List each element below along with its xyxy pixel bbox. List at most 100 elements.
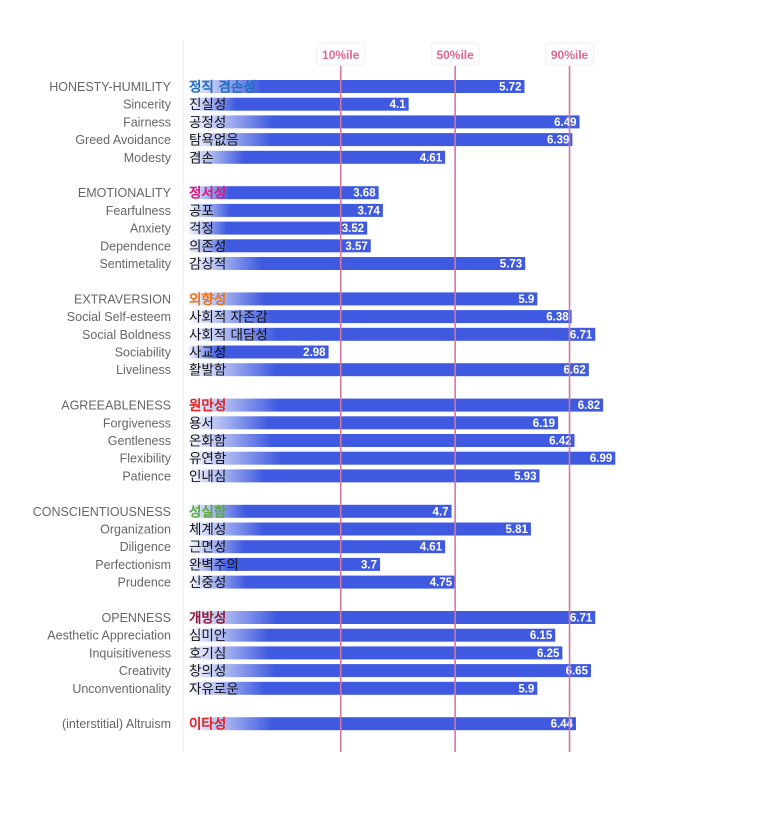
group-0-facet-1-bar <box>187 115 580 129</box>
group-2-facet-0-bar <box>187 310 572 324</box>
group-3-facet-1-bar <box>187 434 575 447</box>
group-2-facet-2-bar <box>187 345 329 359</box>
row-labels: HONESTY-HUMILITY 정직 겸손성 Sincerity 진실성 Fairne… <box>33 79 268 733</box>
group-5-facet-3-english-label: Unconventionality <box>72 682 171 696</box>
group-5-korean-label: 개방성 <box>189 610 226 627</box>
group-0-facet-1-korean-label: 공정성 <box>189 115 226 131</box>
group-1-facet-2-value-label: 3.57 <box>345 241 367 253</box>
group-2-facet-3-korean-label: 활발함 <box>189 363 226 379</box>
group-3-facet-2-korean-label: 유연함 <box>189 451 226 467</box>
group-1-facet-3-korean-label: 감상적 <box>189 257 226 273</box>
group-1-facet-0-korean-label: 공포 <box>189 203 214 219</box>
group-4-facet-1-english-label: Diligence <box>120 540 171 554</box>
group-2-facet-2-english-label: Sociability <box>115 346 172 360</box>
group-3-facet-1-english-label: Gentleness <box>108 434 171 448</box>
group-6-bar <box>187 717 576 731</box>
group-1-facet-3-value-label: 5.73 <box>500 259 522 271</box>
group-6-korean-label: 이타성 <box>189 716 226 733</box>
group-5-facet-0-value-label: 6.15 <box>530 630 553 642</box>
group-2-facet-3-english-label: Liveliness <box>116 363 171 377</box>
group-0-facet-3-english-label: Modesty <box>124 151 172 165</box>
group-4-english-label: CONSCIENTIOUSNESS <box>33 505 171 519</box>
group-2-facet-0-value-label: 6.38 <box>546 312 569 324</box>
group-3-facet-0-english-label: Forgiveness <box>103 416 171 430</box>
group-2-facet-3-bar <box>187 363 589 377</box>
group-3-facet-3-bar <box>187 469 540 483</box>
group-4-facet-2-value-label: 3.7 <box>361 559 377 571</box>
percentile-label-1: 50%ile <box>436 48 474 62</box>
group-3-facet-1-value-label: 6.42 <box>549 436 571 448</box>
group-4-bar <box>187 504 452 518</box>
group-4-facet-0-value-label: 5.81 <box>506 524 529 536</box>
group-1-facet-2-korean-label: 의존성 <box>189 239 226 255</box>
group-0-value-label: 5.72 <box>499 82 521 94</box>
group-1-facet-0-bar <box>187 203 383 217</box>
group-4-facet-3-bar <box>187 575 456 589</box>
group-3-facet-1-korean-label: 온화함 <box>189 434 226 450</box>
group-5-facet-3-value-label: 5.9 <box>518 683 534 695</box>
group-5-facet-1-english-label: Inquisitiveness <box>89 646 171 660</box>
group-2-english-label: EXTRAVERSION <box>74 292 171 306</box>
group-4-facet-0-korean-label: 체계성 <box>189 522 226 538</box>
group-4-facet-3-korean-label: 신중성 <box>189 575 226 591</box>
percentile-label-box-2 <box>545 42 595 66</box>
bars-layer: 5.72 4.1 6.49 6.39 4.61 3.68 3.74 3.52 3.57 5.73 5… <box>187 80 616 731</box>
group-0-facet-2-korean-label: 탐욕없음 <box>189 133 239 149</box>
group-5-facet-1-korean-label: 호기심 <box>189 646 226 662</box>
group-5-facet-2-bar <box>187 664 591 678</box>
group-1-value-label: 3.68 <box>353 188 376 200</box>
group-1-facet-1-bar <box>187 221 368 235</box>
group-1-facet-0-value-label: 3.74 <box>358 205 381 217</box>
percentile-label-box-0 <box>316 42 366 66</box>
group-3-korean-label: 원만성 <box>189 398 226 414</box>
group-5-bar <box>187 611 596 624</box>
group-3-facet-3-korean-label: 인내심 <box>189 469 226 485</box>
group-3-value-label: 6.82 <box>578 400 600 412</box>
group-0-korean-label: 정직 겸손성 <box>189 79 256 96</box>
group-0-facet-2-value-label: 6.39 <box>547 135 569 147</box>
group-1-korean-label: 정서성 <box>189 185 226 202</box>
percentile-label-0: 10%ile <box>322 48 360 62</box>
group-1-facet-0-english-label: Fearfulness <box>106 204 171 218</box>
group-2-facet-1-english-label: Social Boldness <box>82 328 171 342</box>
group-4-facet-1-bar <box>187 540 446 554</box>
group-1-facet-1-english-label: Anxiety <box>130 222 172 236</box>
group-5-facet-1-bar <box>187 646 563 660</box>
group-0-facet-2-bar <box>187 133 573 147</box>
group-3-facet-0-value-label: 6.19 <box>533 418 555 430</box>
group-0-facet-0-korean-label: 진실성 <box>189 97 226 113</box>
group-3-facet-0-bar <box>187 416 559 430</box>
group-5-english-label: OPENNESS <box>102 611 171 625</box>
group-0-facet-3-bar <box>187 150 446 164</box>
group-5-facet-0-english-label: Aesthetic Appreciation <box>47 629 171 643</box>
group-4-facet-3-value-label: 4.75 <box>430 577 453 589</box>
group-0-facet-1-value-label: 6.49 <box>554 117 576 129</box>
group-1-facet-2-bar <box>187 239 371 253</box>
group-3-facet-2-bar <box>187 451 616 465</box>
group-6-value-label: 6.44 <box>551 719 574 731</box>
group-0-facet-2-english-label: Greed Avoidance <box>75 133 171 147</box>
group-4-facet-1-value-label: 4.61 <box>420 542 443 554</box>
group-1-facet-1-value-label: 3.52 <box>342 223 364 235</box>
group-0-facet-0-english-label: Sincerity <box>123 98 172 112</box>
group-3-facet-0-korean-label: 용서 <box>189 416 214 432</box>
group-5-facet-3-korean-label: 자유로운 <box>189 681 239 697</box>
percentile-label-2: 90%ile <box>551 48 589 62</box>
group-4-korean-label: 성실함 <box>189 503 227 520</box>
group-6-english-label: (interstitial) Altruism <box>62 717 171 731</box>
group-0-facet-1-english-label: Fairness <box>123 115 171 129</box>
group-4-facet-2-english-label: Perfectionism <box>95 558 171 572</box>
group-3-facet-2-english-label: Flexibility <box>120 452 172 466</box>
group-0-facet-3-korean-label: 겸손 <box>189 150 214 166</box>
group-5-facet-3-bar <box>187 681 538 695</box>
group-5-value-label: 6.71 <box>570 613 593 625</box>
group-4-facet-0-bar <box>187 522 531 536</box>
group-2-facet-1-korean-label: 사회적 대담성 <box>189 327 268 343</box>
group-2-korean-label: 외향성 <box>189 291 226 308</box>
group-5-facet-2-korean-label: 창의성 <box>189 664 226 680</box>
group-2-facet-3-value-label: 6.62 <box>563 365 585 377</box>
group-2-facet-2-korean-label: 사교성 <box>189 345 226 361</box>
group-3-english-label: AGREEABLENESS <box>61 399 171 413</box>
group-3-facet-2-value-label: 6.99 <box>590 453 612 465</box>
group-1-facet-1-korean-label: 걱정 <box>189 221 214 237</box>
